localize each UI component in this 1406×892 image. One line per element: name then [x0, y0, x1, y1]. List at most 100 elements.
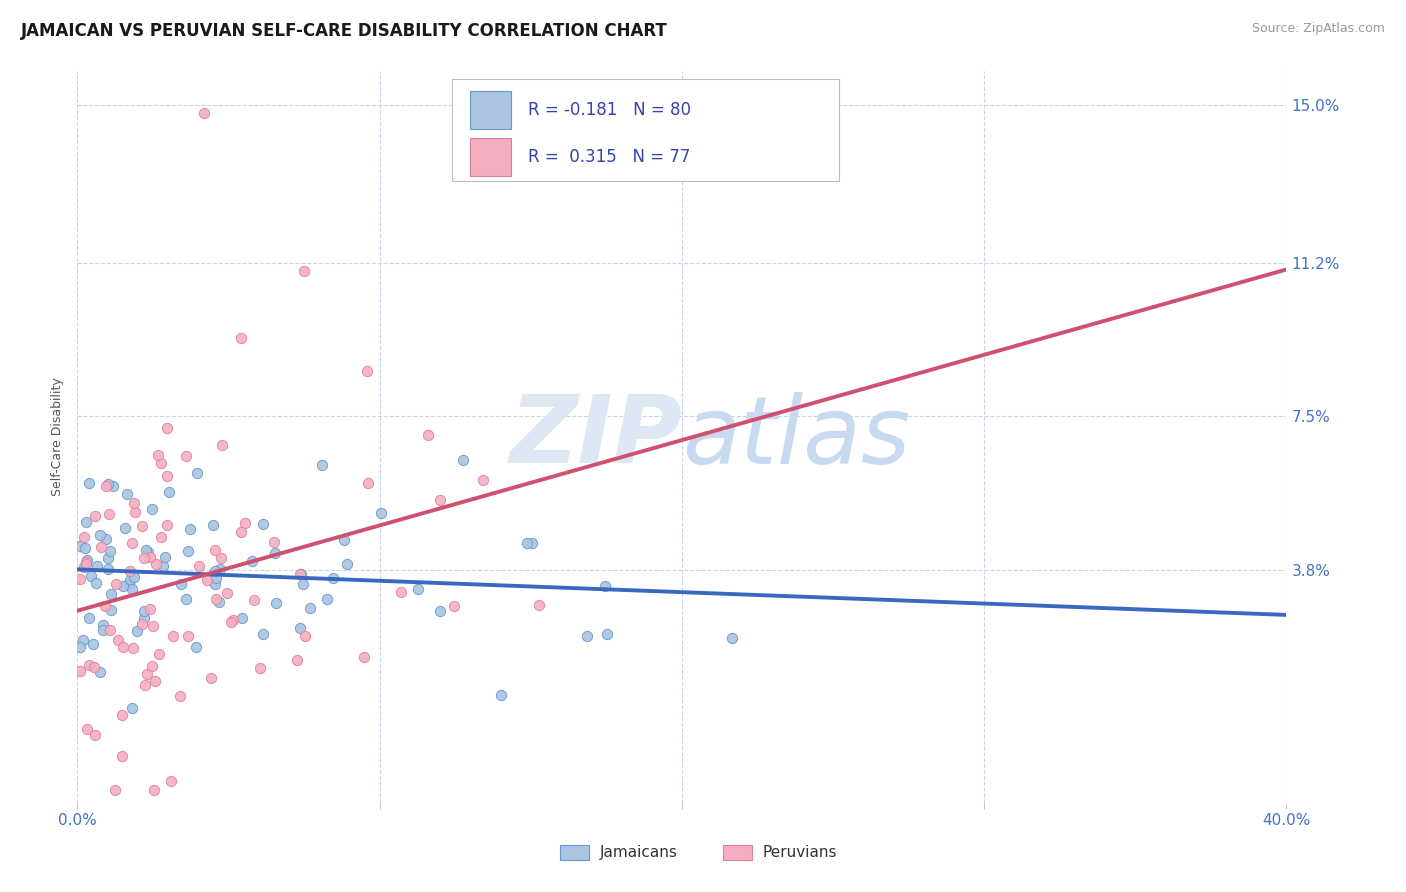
- Point: [141, 658, 163, 673]
- Point: [177, 543, 200, 558]
- Point: [443, 599, 465, 613]
- Point: [141, 502, 163, 516]
- Point: [111, 749, 134, 764]
- Point: [179, 522, 201, 536]
- Point: [86, 558, 108, 573]
- Point: [139, 601, 162, 615]
- Point: [174, 449, 197, 463]
- Point: [186, 466, 208, 480]
- Point: [139, 549, 162, 564]
- Point: [177, 628, 200, 642]
- Point: [107, 633, 129, 648]
- Point: [188, 558, 211, 573]
- Point: [91, 618, 114, 632]
- Point: [98, 623, 121, 637]
- Point: [97, 476, 120, 491]
- Point: [136, 545, 159, 559]
- FancyBboxPatch shape: [453, 78, 839, 181]
- Point: [131, 518, 153, 533]
- Text: atlas: atlas: [682, 392, 910, 483]
- Point: [136, 667, 159, 681]
- Point: [75, 515, 97, 529]
- Point: [195, 573, 218, 587]
- Point: [111, 579, 134, 593]
- Point: [491, 688, 513, 702]
- Point: [69, 572, 91, 586]
- Point: [153, 549, 176, 564]
- Point: [522, 536, 544, 550]
- Point: [103, 478, 125, 492]
- Point: [73, 541, 96, 555]
- Point: [357, 475, 380, 490]
- Y-axis label: Self-Care Disability: Self-Care Disability: [51, 377, 65, 497]
- Point: [243, 592, 266, 607]
- Point: [80, 569, 103, 583]
- Point: [316, 591, 339, 606]
- Point: [233, 516, 256, 530]
- FancyBboxPatch shape: [470, 91, 512, 129]
- Point: [451, 452, 474, 467]
- Point: [121, 700, 143, 714]
- Point: [527, 598, 550, 612]
- Point: [162, 629, 184, 643]
- Point: [131, 616, 153, 631]
- Text: R =  0.315   N = 77: R = 0.315 N = 77: [529, 148, 690, 166]
- Point: [240, 554, 263, 568]
- Point: [200, 671, 222, 685]
- Point: [115, 486, 138, 500]
- Point: [77, 657, 100, 672]
- Point: [169, 577, 191, 591]
- Point: [134, 604, 156, 618]
- Point: [406, 582, 429, 596]
- Point: [91, 623, 114, 637]
- Point: [134, 678, 156, 692]
- Point: [89, 528, 111, 542]
- Point: [204, 577, 226, 591]
- Point: [124, 505, 146, 519]
- Point: [84, 508, 107, 523]
- Point: [72, 633, 94, 648]
- Point: [356, 364, 378, 378]
- Point: [150, 456, 173, 470]
- Point: [156, 469, 179, 483]
- Point: [83, 728, 105, 742]
- Point: [204, 564, 226, 578]
- Point: [105, 577, 128, 591]
- Point: [204, 542, 226, 557]
- Point: [169, 689, 191, 703]
- Point: [229, 331, 252, 345]
- Point: [263, 546, 285, 560]
- Point: [114, 521, 136, 535]
- Point: [100, 603, 122, 617]
- Point: [118, 577, 141, 591]
- Point: [69, 640, 91, 655]
- Point: [429, 493, 451, 508]
- Point: [292, 264, 315, 278]
- Point: [111, 708, 134, 723]
- Point: [69, 539, 91, 553]
- Point: [73, 530, 96, 544]
- Point: [266, 597, 288, 611]
- Point: [77, 476, 100, 491]
- Point: [205, 571, 228, 585]
- Point: [249, 661, 271, 675]
- Point: [141, 619, 163, 633]
- Point: [77, 611, 100, 625]
- Point: [83, 660, 105, 674]
- Text: Source: ZipAtlas.com: Source: ZipAtlas.com: [1251, 22, 1385, 36]
- Point: [389, 585, 412, 599]
- Point: [201, 518, 224, 533]
- Point: [721, 632, 744, 646]
- Point: [291, 576, 314, 591]
- Point: [222, 613, 245, 627]
- Point: [593, 579, 616, 593]
- FancyBboxPatch shape: [470, 138, 512, 176]
- Point: [69, 665, 91, 679]
- Point: [121, 536, 143, 550]
- Point: [97, 550, 120, 565]
- Point: [96, 479, 118, 493]
- Point: [111, 640, 134, 654]
- Point: [157, 485, 180, 500]
- Point: [429, 604, 451, 618]
- FancyBboxPatch shape: [723, 846, 752, 860]
